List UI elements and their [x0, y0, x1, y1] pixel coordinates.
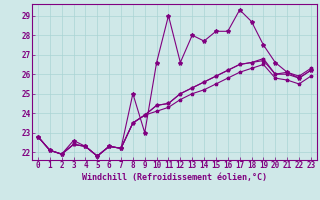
X-axis label: Windchill (Refroidissement éolien,°C): Windchill (Refroidissement éolien,°C) [82, 173, 267, 182]
